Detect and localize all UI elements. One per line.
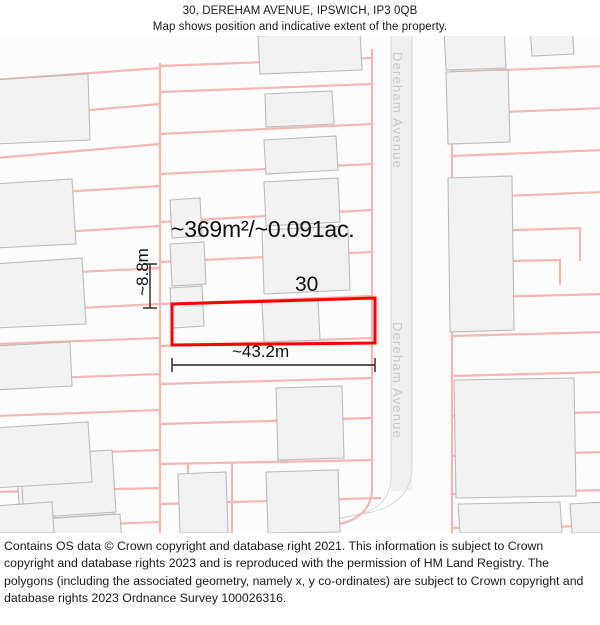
height-dimension-marker: [143, 263, 157, 309]
building-footprints-centre: [169, 36, 363, 533]
map-header: 30, DEREHAM AVENUE, IPSWICH, IP3 0QB Map…: [0, 0, 600, 36]
map-canvas[interactable]: ~369m²/~0.091ac. 30 ~43.2m ~8.8m Dereham…: [0, 36, 600, 533]
street-name-label-upper: Dereham Avenue: [390, 52, 405, 170]
page-subtitle: Map shows position and indicative extent…: [152, 21, 448, 33]
street-name-label-lower: Dereham Avenue: [390, 322, 405, 440]
building-footprints-right: [443, 36, 600, 533]
map-vector-layer: [0, 36, 600, 533]
building-footprints-left: [0, 73, 122, 533]
property-number-label: 30: [295, 273, 319, 296]
map-footer: Contains OS data © Crown copyright and d…: [0, 533, 600, 625]
width-dimension-marker: [171, 358, 376, 372]
page-title: 30, DEREHAM AVENUE, IPSWICH, IP3 0QB: [182, 5, 418, 17]
width-dimension-label: ~43.2m: [232, 342, 290, 361]
copyright-notice: Contains OS data © Crown copyright and d…: [4, 539, 584, 606]
height-dimension-label: ~8.8m: [133, 248, 152, 296]
property-highlight-outline[interactable]: [170, 296, 377, 347]
property-area-label: ~369m²/~0.091ac.: [171, 216, 355, 242]
